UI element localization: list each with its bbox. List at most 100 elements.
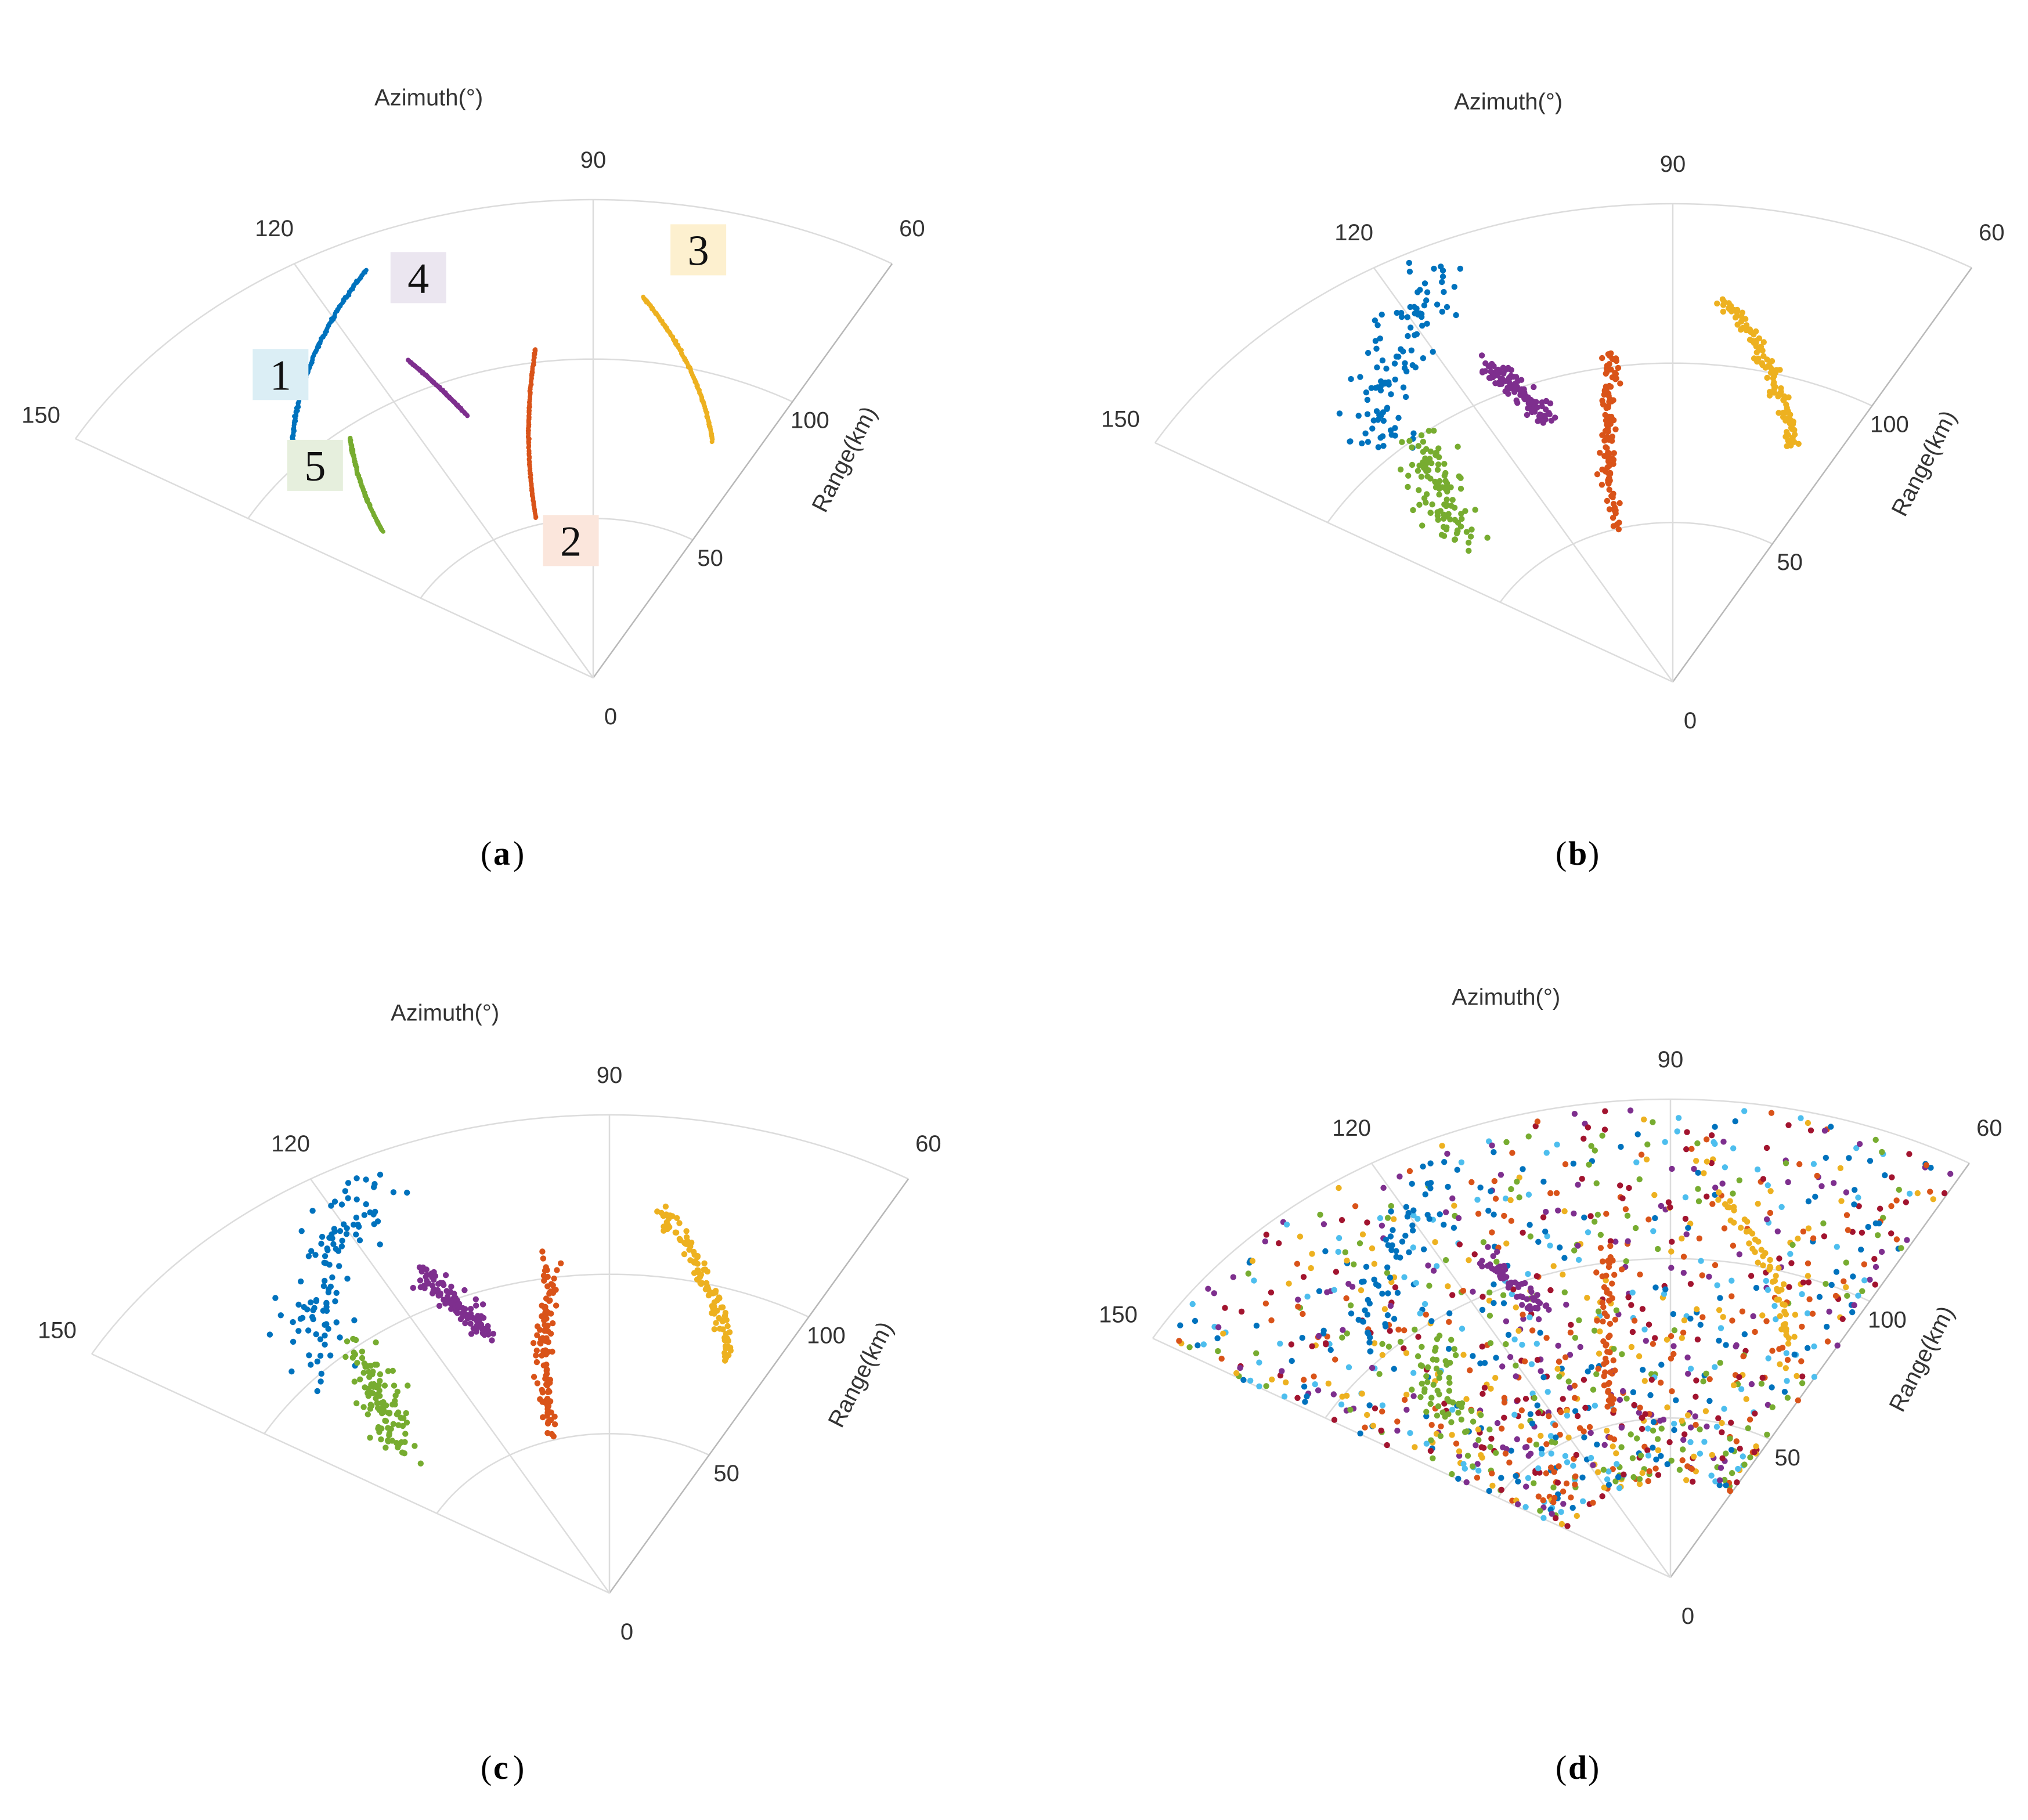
target-1-point — [1431, 265, 1437, 272]
target-1-point — [1421, 302, 1428, 309]
target-4-point — [1547, 400, 1554, 407]
panel-caption-letter: b — [1568, 835, 1587, 872]
target-2-point — [1601, 387, 1608, 393]
target-2-point — [1607, 1243, 1614, 1250]
azimuth-title: Azimuth(°) — [391, 1000, 499, 1025]
panel-caption-open: ( — [1556, 835, 1567, 872]
target-2-point — [1610, 397, 1616, 403]
target-1-point — [295, 1301, 302, 1308]
clutter-point — [1629, 1455, 1636, 1461]
target-1-point — [335, 1248, 342, 1254]
target-3-point — [1720, 302, 1727, 308]
clutter-point — [1852, 1187, 1858, 1193]
target-track-3: 3 — [641, 224, 727, 445]
clutter-point — [1856, 1203, 1862, 1209]
azimuth-spoke — [1669, 1162, 1971, 1578]
target-2-point — [1612, 371, 1619, 377]
clutter-point — [1712, 1364, 1718, 1370]
target-3-point — [1738, 1225, 1744, 1231]
clutter-point — [1752, 1410, 1758, 1417]
clutter-point — [1331, 1287, 1337, 1293]
panel-caption-letter: c — [493, 1749, 508, 1786]
clutter-point — [1192, 1317, 1199, 1324]
clutter-point — [1717, 1295, 1723, 1301]
clutter-point — [1489, 1229, 1495, 1236]
clutter-point — [1872, 1136, 1879, 1143]
clutter-point — [1547, 1433, 1554, 1439]
target-5-point — [1414, 1353, 1421, 1360]
target-5-point — [1437, 1370, 1444, 1376]
clutter-point — [1479, 1294, 1486, 1300]
clutter-point — [1308, 1265, 1314, 1272]
target-2-point — [539, 1352, 545, 1359]
clutter-point — [1821, 1233, 1828, 1240]
target-3-point — [1769, 358, 1776, 364]
target-4-point — [489, 1337, 495, 1344]
clutter-point — [1417, 1310, 1423, 1317]
clutter-point — [1930, 1196, 1936, 1202]
clutter-point — [1501, 1212, 1507, 1219]
clutter-point — [1555, 1207, 1561, 1214]
clutter-point — [1379, 1341, 1385, 1347]
clutter-point — [1771, 1303, 1778, 1309]
clutter-point — [1573, 1451, 1579, 1458]
target-track-1: 1 — [252, 268, 369, 447]
target-4-point — [1478, 352, 1485, 359]
target-2-point — [1606, 462, 1613, 468]
target-2-point — [1608, 1393, 1615, 1399]
azimuth-tick-label: 120 — [1334, 220, 1373, 245]
clutter-point — [1534, 1357, 1541, 1363]
target-1-point — [266, 1331, 273, 1338]
clutter-point — [1682, 1215, 1689, 1222]
target-1-point — [322, 1277, 328, 1284]
clutter-point — [1336, 1185, 1342, 1191]
target-2-point — [1611, 1272, 1618, 1278]
target-2-point — [531, 1374, 537, 1380]
target-4-point — [1494, 1248, 1500, 1255]
target-3-point — [691, 1259, 698, 1266]
clutter-point — [1294, 1261, 1301, 1267]
target-3-point — [1769, 1279, 1776, 1285]
clutter-point — [1783, 1350, 1789, 1356]
range-tick-label: 0 — [1684, 708, 1697, 734]
clutter-point — [1486, 1426, 1493, 1433]
target-5-point — [385, 1368, 391, 1374]
target-2-point — [1603, 444, 1609, 450]
target-5-point — [360, 1370, 367, 1376]
target-5-point — [365, 1411, 371, 1418]
clutter-point — [1624, 1212, 1631, 1219]
clutter-point — [1299, 1335, 1305, 1341]
target-5-point — [1443, 503, 1449, 510]
clutter-point — [1859, 1229, 1865, 1236]
clutter-point — [1515, 1478, 1521, 1485]
clutter-point — [1698, 1258, 1704, 1264]
clutter-point — [1441, 1222, 1447, 1228]
clutter-point — [1809, 1310, 1816, 1317]
azimuth-tick-label: 90 — [580, 147, 607, 173]
target-5-point — [1463, 1428, 1470, 1435]
clutter-point — [1560, 1501, 1567, 1507]
clutter-point — [1636, 1176, 1643, 1183]
target-1-point — [331, 1198, 338, 1205]
clutter-point — [1564, 1413, 1571, 1419]
target-2-point — [542, 1327, 548, 1334]
clutter-point — [1684, 1354, 1691, 1361]
clutter-point — [1493, 1258, 1500, 1265]
target-4-point — [1485, 363, 1492, 370]
target-2-point — [551, 1275, 557, 1282]
clutter-point — [1805, 1279, 1812, 1285]
clutter-point — [1697, 1426, 1703, 1433]
azimuth-spoke — [1672, 267, 1973, 682]
target-1-point — [1371, 1276, 1377, 1283]
clutter-point — [1316, 1288, 1323, 1294]
target-3-point — [1783, 1326, 1789, 1332]
clutter-point — [1574, 1413, 1581, 1420]
target-4-point — [1524, 411, 1531, 418]
clutter-point — [1741, 1331, 1748, 1338]
clutter-point — [1764, 1182, 1771, 1189]
target-5-point — [366, 1368, 372, 1375]
clutter-point — [1409, 1227, 1416, 1234]
target-label-badge — [390, 252, 446, 304]
target-1-point — [1434, 301, 1441, 308]
clutter-point — [1579, 1176, 1585, 1182]
